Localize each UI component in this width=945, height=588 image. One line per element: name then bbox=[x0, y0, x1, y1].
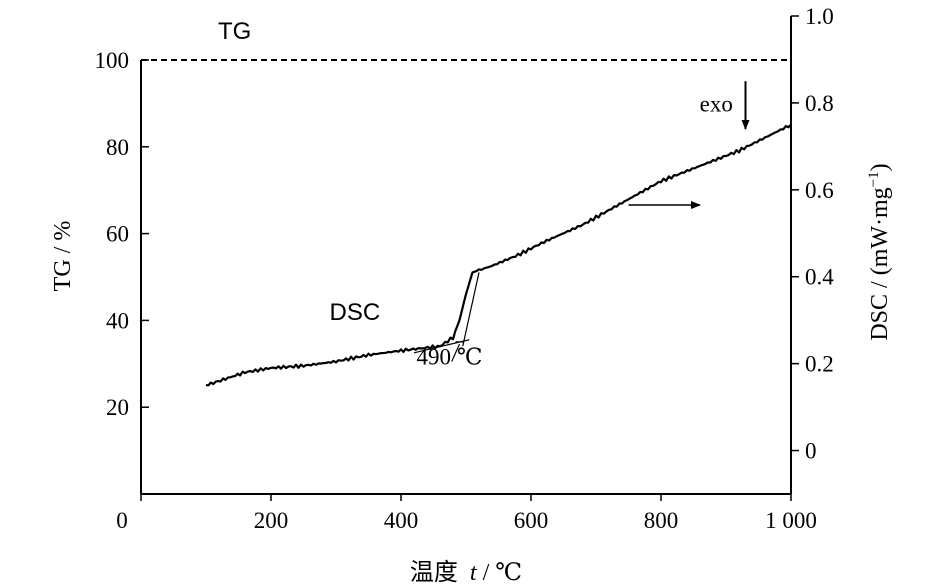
x-axis-title: 温度 t / ℃ bbox=[410, 559, 522, 586]
series-dsc-line bbox=[205, 123, 792, 387]
x-tick-label: 400 bbox=[384, 508, 419, 533]
x-axis-title-variable: t bbox=[470, 560, 478, 586]
y-right-axis-title-main: DSC / (mW·mg bbox=[867, 187, 893, 340]
y-left-ticks: 20 40 60 80 100 bbox=[95, 48, 149, 420]
y-right-tick-label: 0.4 bbox=[805, 265, 834, 290]
y-left-tick-label: 80 bbox=[106, 135, 129, 160]
series-layer bbox=[141, 59, 792, 387]
rise-tangent bbox=[462, 272, 480, 347]
y-right-tick-label: 0.6 bbox=[805, 178, 834, 203]
y-right-axis-title: DSC / (mW·mg−1) bbox=[866, 163, 893, 340]
y-left-tick-label: 20 bbox=[106, 395, 129, 420]
x-tick-label: 0 bbox=[116, 508, 128, 533]
y-right-axis-title-close: ) bbox=[867, 163, 893, 171]
y-left-tick-label: 100 bbox=[95, 48, 130, 73]
annotations: TG DSC 490 ℃ exo bbox=[218, 18, 733, 369]
x-tick-label: 200 bbox=[254, 508, 289, 533]
annotation-onset-label: 490 ℃ bbox=[417, 344, 483, 369]
y-right-tick-label: 1.0 bbox=[805, 4, 834, 29]
x-axis-title-unit: / ℃ bbox=[483, 560, 523, 586]
y-right-ticks: 0 0.2 0.4 0.6 0.8 1.0 bbox=[791, 4, 834, 464]
x-axis-title-prefix: 温度 bbox=[410, 559, 458, 586]
y-left-axis-title: TG / % bbox=[50, 221, 76, 292]
x-tick-label: 1 000 bbox=[765, 508, 817, 533]
annotation-arrows bbox=[451, 81, 750, 362]
y-right-axis-title-sup: −1 bbox=[866, 171, 882, 187]
y-left-tick-label: 60 bbox=[106, 222, 129, 247]
annotation-dsc-label: DSC bbox=[330, 299, 381, 326]
y-left-tick-label: 40 bbox=[106, 308, 129, 333]
x-tick-label: 800 bbox=[644, 508, 679, 533]
x-tick-label: 600 bbox=[514, 508, 549, 533]
x-ticks: 0 200 400 600 800 1 000 bbox=[116, 494, 817, 533]
y-right-tick-label: 0 bbox=[805, 439, 817, 464]
annotation-exo-label: exo bbox=[700, 92, 733, 117]
onset-pointer-line bbox=[451, 343, 461, 362]
y-right-tick-label: 0.2 bbox=[805, 352, 834, 377]
annotation-tg-label: TG bbox=[218, 18, 251, 45]
y-right-tick-label: 0.8 bbox=[805, 91, 834, 116]
